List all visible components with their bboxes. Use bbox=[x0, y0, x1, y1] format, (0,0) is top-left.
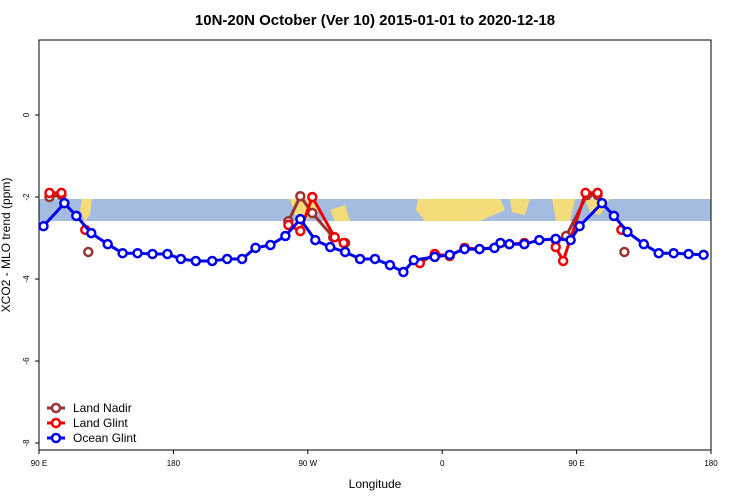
x-tick-label: 90 E bbox=[568, 459, 584, 468]
legend-label: Land Glint bbox=[73, 416, 128, 430]
land-patch bbox=[510, 199, 530, 215]
data-point bbox=[550, 241, 561, 253]
data-point bbox=[565, 234, 576, 246]
data-point bbox=[329, 231, 340, 243]
ocean-band bbox=[39, 199, 711, 221]
data-point bbox=[307, 191, 318, 203]
y-tick-label: 0 bbox=[22, 112, 31, 117]
data-point bbox=[592, 187, 603, 199]
x-tick-label: 90 E bbox=[31, 459, 47, 468]
y-tick-label: -2 bbox=[22, 193, 31, 201]
data-point bbox=[339, 246, 351, 258]
chart-title: 10N-20N October (Ver 10) 2015-01-01 to 2… bbox=[195, 12, 555, 29]
data-point bbox=[653, 247, 664, 259]
legend-swatch-marker bbox=[50, 417, 62, 429]
data-point bbox=[504, 238, 515, 250]
plot-frame bbox=[38, 39, 712, 451]
data-point bbox=[83, 246, 94, 258]
x-axis-label: Longitude bbox=[349, 477, 402, 491]
data-point bbox=[638, 238, 650, 250]
y-tick-label: -6 bbox=[22, 357, 31, 365]
legend-label: Ocean Glint bbox=[73, 431, 137, 445]
data-point bbox=[354, 253, 366, 265]
land-patch bbox=[80, 199, 92, 221]
data-point bbox=[557, 255, 569, 267]
data-point bbox=[622, 226, 633, 238]
data-point bbox=[38, 220, 49, 232]
data-point bbox=[474, 243, 485, 255]
data-point bbox=[608, 210, 620, 222]
legend-swatch-marker bbox=[50, 402, 62, 414]
data-point bbox=[310, 234, 321, 246]
data-point bbox=[221, 253, 233, 265]
data-point bbox=[429, 251, 440, 263]
data-point bbox=[683, 248, 694, 260]
data-point bbox=[132, 247, 143, 259]
legend-swatch-marker bbox=[50, 432, 62, 444]
data-point bbox=[459, 243, 470, 255]
data-point bbox=[324, 241, 336, 253]
data-point bbox=[398, 266, 409, 278]
data-point bbox=[280, 230, 291, 242]
data-point bbox=[580, 187, 591, 199]
data-point bbox=[175, 253, 187, 265]
x-tick-label: 180 bbox=[167, 459, 181, 468]
series-line bbox=[42, 200, 704, 274]
land-patch bbox=[552, 199, 575, 221]
data-point bbox=[619, 246, 630, 258]
data-point bbox=[56, 187, 67, 199]
data-point bbox=[102, 238, 113, 250]
x-tick-label: 180 bbox=[704, 459, 718, 468]
data-point bbox=[369, 253, 381, 265]
y-axis-label: XCO2 - MLO trend (ppm) bbox=[0, 178, 13, 313]
data-point bbox=[295, 190, 306, 202]
data-point bbox=[519, 238, 530, 250]
data-point bbox=[59, 197, 70, 209]
x-tick-label: 0 bbox=[440, 459, 445, 468]
data-point bbox=[206, 255, 218, 267]
data-point bbox=[265, 239, 276, 251]
data-point bbox=[86, 227, 97, 239]
data-point bbox=[408, 254, 420, 266]
data-point bbox=[550, 233, 561, 245]
data-point bbox=[283, 219, 294, 231]
data-point bbox=[117, 247, 128, 259]
series-line bbox=[554, 191, 598, 265]
data-point bbox=[147, 248, 158, 260]
data-point bbox=[307, 207, 318, 219]
data-point bbox=[338, 237, 349, 249]
data-point bbox=[698, 249, 709, 261]
data-point bbox=[44, 187, 55, 199]
data-point bbox=[250, 242, 261, 254]
data-point bbox=[236, 253, 248, 265]
y-tick-label: -4 bbox=[22, 275, 31, 283]
data-point bbox=[71, 210, 82, 222]
land-patch bbox=[416, 199, 505, 221]
y-tick-label: -8 bbox=[22, 439, 31, 447]
data-point bbox=[534, 234, 545, 246]
data-point bbox=[596, 197, 608, 209]
legend-label: Land Nadir bbox=[73, 401, 132, 415]
data-point bbox=[668, 247, 679, 259]
data-point bbox=[162, 248, 173, 260]
data-point bbox=[295, 213, 306, 225]
data-point bbox=[574, 220, 585, 232]
data-point bbox=[384, 259, 396, 271]
land-patch bbox=[330, 205, 350, 221]
data-point bbox=[444, 249, 455, 261]
data-point bbox=[190, 255, 202, 267]
data-point bbox=[295, 225, 306, 237]
x-tick-label: 90 W bbox=[298, 459, 317, 468]
data-point bbox=[495, 237, 506, 249]
